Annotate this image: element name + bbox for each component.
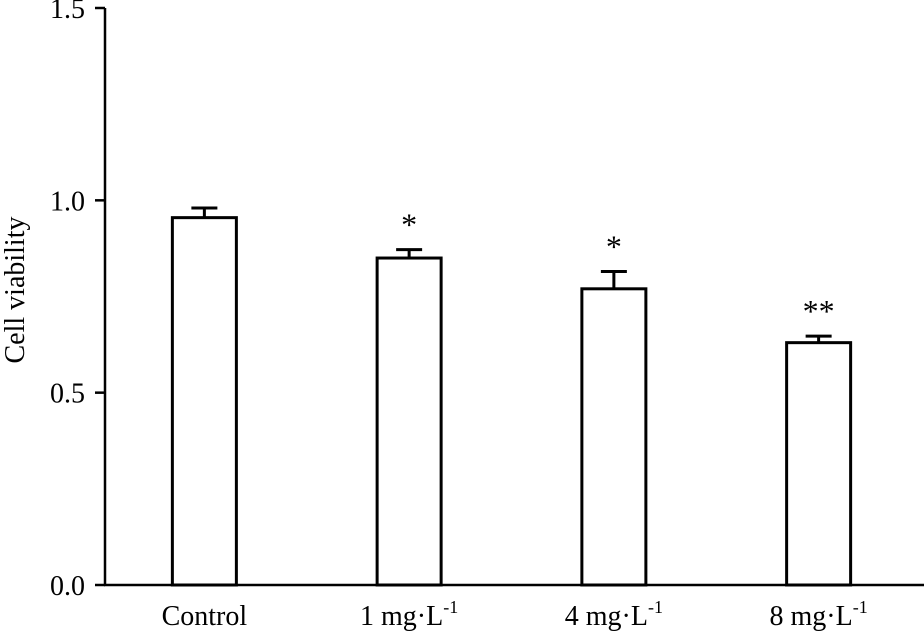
x-tick-label: 1 mg·L-1 <box>360 597 458 632</box>
y-tick-label: 1.0 <box>50 186 85 217</box>
significance-marker: ** <box>803 293 835 329</box>
x-tick-labels: Control 1 mg·L-1 4 mg·L-1 8 mg·L-1 <box>162 597 868 632</box>
x-tick-label-superscript: -1 <box>443 597 458 617</box>
y-ticks: 0.0 0.5 1.0 1.5 <box>50 0 105 602</box>
y-tick-label: 0.5 <box>50 379 85 410</box>
y-tick-label: 1.5 <box>50 0 85 25</box>
x-tick-label-main: 8 mg·L <box>770 601 853 632</box>
bar <box>785 341 853 587</box>
bar <box>170 216 238 587</box>
x-tick-label-superscript: -1 <box>648 597 663 617</box>
bar <box>375 256 443 587</box>
x-tick-label: Control <box>162 601 248 632</box>
significance-marker: * <box>606 228 622 264</box>
bars: **** <box>170 206 853 587</box>
x-tick-label-superscript: -1 <box>853 597 868 617</box>
x-tick-label: 4 mg·L-1 <box>565 597 663 632</box>
y-axis-label: Cell viability <box>0 217 31 364</box>
x-tick-label-main: 4 mg·L <box>565 601 648 632</box>
x-tick-label: 8 mg·L-1 <box>770 597 868 632</box>
x-tick-label-main: Control <box>162 601 248 632</box>
x-tick-label-main: 1 mg·L <box>360 601 443 632</box>
significance-marker: * <box>401 207 417 243</box>
y-tick-label: 0.0 <box>50 571 85 602</box>
bar <box>580 287 648 587</box>
